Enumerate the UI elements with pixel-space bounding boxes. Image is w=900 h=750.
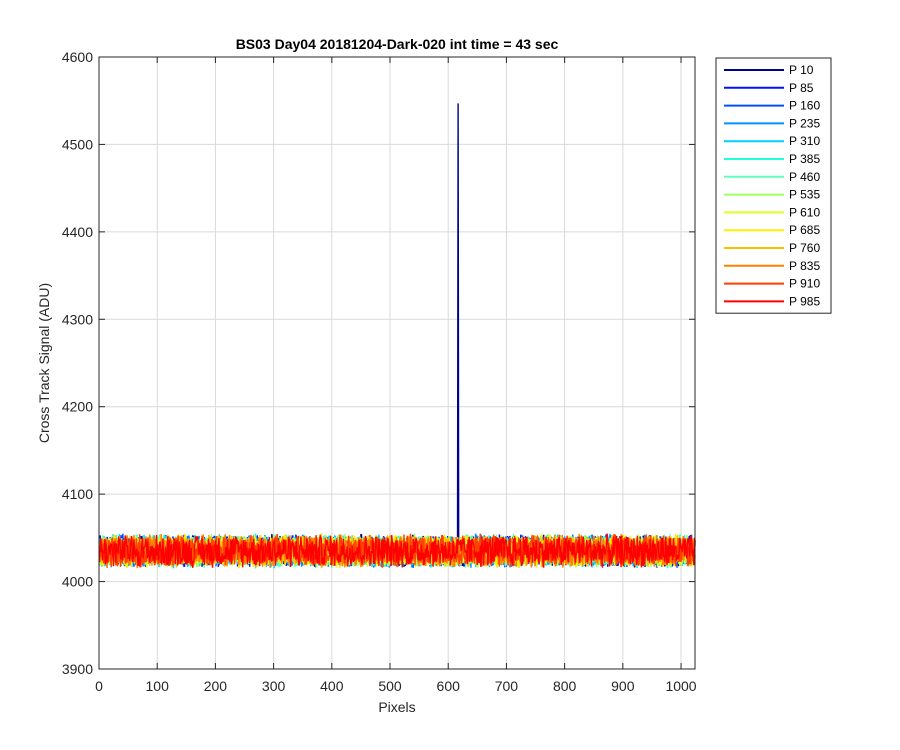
y-tick-label: 4500 bbox=[62, 136, 93, 152]
y-tick-label: 4300 bbox=[62, 311, 93, 327]
x-tick-label: 0 bbox=[95, 678, 103, 694]
legend-label: P 310 bbox=[789, 134, 820, 148]
axes-background bbox=[99, 57, 695, 669]
y-tick-label: 4000 bbox=[62, 574, 93, 590]
x-tick-label: 800 bbox=[553, 678, 577, 694]
x-tick-label: 500 bbox=[378, 678, 402, 694]
legend-label: P 460 bbox=[789, 170, 820, 184]
legend-box bbox=[715, 57, 832, 314]
axes-box bbox=[98, 56, 696, 670]
legend-label: P 760 bbox=[789, 241, 820, 255]
chart-title: BS03 Day04 20181204-Dark-020 int time = … bbox=[236, 36, 559, 52]
ticks: 0 100 200 300 400 500 600 700 800 900 1000 3900 4000… bbox=[62, 49, 697, 694]
legend-label: P 10 bbox=[789, 63, 814, 77]
x-axis-label: Pixels bbox=[378, 699, 415, 715]
x-tick-label: 200 bbox=[204, 678, 228, 694]
legend-label: P 85 bbox=[789, 81, 814, 95]
legend-label: P 910 bbox=[789, 277, 820, 291]
series-lines bbox=[98, 103, 696, 570]
x-tick-label: 100 bbox=[146, 678, 170, 694]
legend-label: P 985 bbox=[789, 294, 820, 308]
legend-label: P 685 bbox=[789, 223, 820, 237]
series-line bbox=[98, 533, 696, 569]
y-axis-label: Cross Track Signal (ADU) bbox=[36, 283, 52, 443]
legend-label: P 385 bbox=[789, 152, 820, 166]
y-tick-label: 4600 bbox=[62, 49, 93, 65]
legend-label: P 235 bbox=[789, 116, 820, 130]
x-tick-label: 1000 bbox=[665, 678, 696, 694]
legend: P 10 P 85 P 160 P 235 P 310 P 385 P 460 P 535 P … bbox=[715, 57, 832, 314]
x-tick-label: 900 bbox=[611, 678, 635, 694]
y-tick-label: 3900 bbox=[62, 661, 93, 677]
x-tick-label: 600 bbox=[437, 678, 461, 694]
legend-label: P 160 bbox=[789, 99, 820, 113]
x-tick-label: 700 bbox=[495, 678, 519, 694]
legend-label: P 610 bbox=[789, 205, 820, 219]
x-tick-label: 300 bbox=[262, 678, 286, 694]
legend-label: P 535 bbox=[789, 188, 820, 202]
legend-label: P 835 bbox=[789, 259, 820, 273]
y-tick-label: 4100 bbox=[62, 486, 93, 502]
x-tick-label: 400 bbox=[320, 678, 344, 694]
y-tick-label: 4400 bbox=[62, 224, 93, 240]
plot-area: 0 100 200 300 400 500 600 700 800 900 1000 3900 4000… bbox=[62, 49, 697, 694]
y-tick-label: 4200 bbox=[62, 399, 93, 415]
